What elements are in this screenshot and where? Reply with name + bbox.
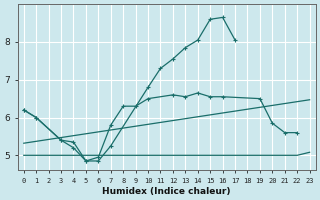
X-axis label: Humidex (Indice chaleur): Humidex (Indice chaleur) xyxy=(102,187,231,196)
